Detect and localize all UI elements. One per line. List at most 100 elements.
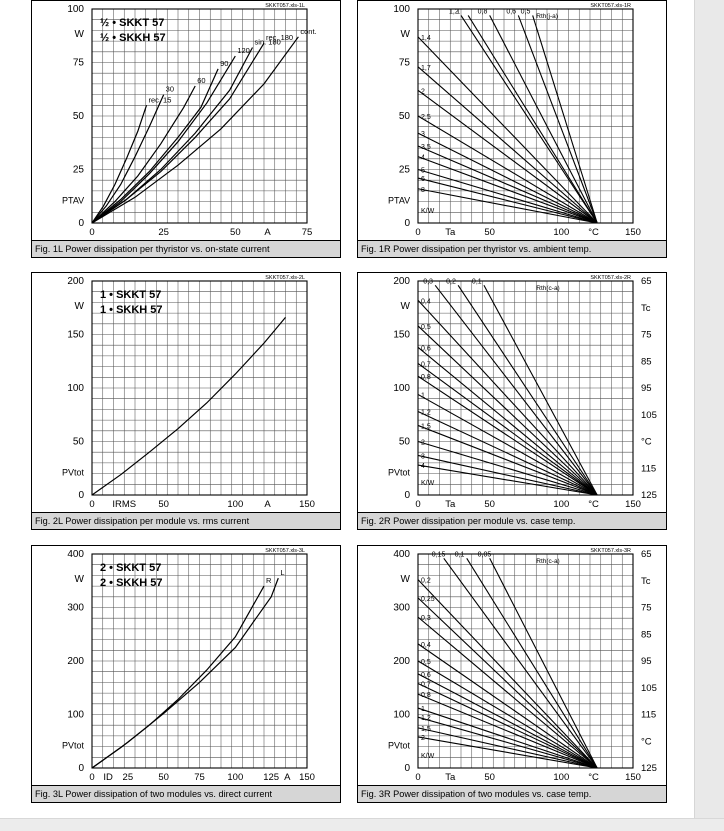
x-tick-label: A (284, 772, 291, 783)
resistance-line (483, 285, 598, 496)
resistance-title: Rth(c-a) (536, 285, 559, 292)
resistance-label: 2 (421, 735, 425, 742)
resistance-label: 0,6 (506, 8, 516, 15)
resistance-label: 0,1 (455, 551, 465, 558)
resistance-line (417, 454, 598, 496)
resistance-line (417, 325, 598, 496)
resistance-line (443, 557, 598, 769)
resistance-label: 0,5 (521, 8, 531, 15)
resistance-label: 0,6 (421, 672, 431, 679)
resistance-label: 1 (421, 392, 425, 399)
resistance-label: 3 (421, 131, 425, 138)
y-tick-label: 75 (399, 58, 411, 69)
resistance-label: 0,3 (423, 278, 433, 285)
resistance-line (417, 616, 598, 769)
resistance-line (417, 89, 598, 224)
resistance-line (417, 579, 598, 769)
resistance-label: 3 (421, 453, 425, 460)
resistance-label: 0,05 (478, 551, 492, 558)
x-tick-label: 50 (158, 499, 169, 510)
chart-code: SKKT057.xls-2L (265, 275, 305, 281)
resistance-label: 6 (421, 176, 425, 183)
series-line (91, 42, 265, 224)
y-axis-label: PVtot (388, 741, 411, 751)
legend-label: ½ • SKKH 57 (100, 32, 166, 44)
y-tick-label: 50 (399, 437, 411, 448)
y-tick-label: W (75, 574, 85, 585)
series-label: 120 (237, 46, 250, 55)
y2-tick-label: 75 (641, 330, 652, 341)
resistance-label: 0,4 (421, 642, 431, 649)
resistance-title: Rth(j-a) (536, 13, 558, 20)
legend-label: 1 • SKKT 57 (100, 289, 161, 301)
series-line (91, 105, 148, 224)
y2-tick-label: °C (641, 736, 652, 747)
x-tick-label: 0 (89, 499, 94, 510)
resistance-label: 2 (421, 440, 425, 447)
resistance-label: 0,3 (421, 615, 431, 622)
legend-label: 2 • SKKH 57 (100, 577, 163, 589)
y2-tick-label: 125 (641, 763, 657, 774)
x-tick-label: 100 (553, 499, 569, 510)
y-tick-label: 100 (393, 383, 410, 394)
resistance-line (417, 168, 598, 224)
resistance-label: 1,7 (421, 65, 431, 72)
x-tick-label: 0 (89, 227, 94, 238)
y2-tick-label: 125 (641, 490, 657, 501)
y-tick-label: 0 (78, 218, 84, 229)
y2-tick-label: Tc (641, 576, 651, 587)
legend-label: ½ • SKKT 57 (100, 17, 164, 29)
series-label: rec. 15 (148, 95, 171, 104)
x-tick-label: °C (588, 772, 599, 783)
resistance-label: 1,5 (421, 423, 431, 430)
y-tick-label: W (75, 29, 85, 40)
y-tick-label: 50 (73, 111, 85, 122)
y2-tick-label: 65 (641, 549, 652, 560)
x-tick-label: 0 (415, 227, 420, 238)
resistance-label: 1,5 (421, 726, 431, 733)
x-tick-label: 50 (484, 499, 495, 510)
y-tick-label: W (401, 301, 411, 312)
resistance-line (417, 362, 598, 496)
resistance-title: Rth(c-a) (536, 558, 559, 565)
resistance-line (460, 15, 598, 224)
y-tick-label: 150 (393, 330, 410, 341)
chart-panel-1L: SKKT057.xls-1L 0 25 50 75 W 100 PTAV 0 25 50 A 75 ½ •… (31, 0, 341, 258)
figure-caption: Fig. 2L Power dissipation per module vs.… (32, 512, 340, 529)
y-tick-label: 75 (73, 58, 85, 69)
unit-label: K/W (421, 208, 435, 215)
resistance-label: 1,2 (449, 8, 459, 15)
series-label: 90 (220, 59, 228, 68)
resistance-label: 0,8 (421, 374, 431, 381)
x-tick-label: A (264, 499, 271, 510)
resistance-label: 0,5 (421, 324, 431, 331)
y-tick-label: 200 (67, 656, 84, 667)
resistance-line (417, 660, 598, 769)
resistance-line (417, 66, 598, 224)
x-tick-label: 100 (227, 499, 243, 510)
resistance-label: 0,4 (421, 298, 431, 305)
figure-caption: Fig. 3R Power dissipation of two modules… (358, 785, 666, 802)
chart-code: SKKT057.xls-3R (590, 548, 631, 554)
y-tick-label: 400 (393, 549, 410, 560)
x-tick-label: 75 (302, 227, 313, 238)
chart-code: SKKT057.xls-3L (265, 548, 305, 554)
x-tick-label: 150 (299, 499, 315, 510)
resistance-label: 0,7 (421, 361, 431, 368)
resistance-line (417, 177, 598, 224)
series-line (91, 94, 165, 224)
y-tick-label: 100 (393, 710, 410, 721)
y-axis-label: PTAV (388, 196, 410, 206)
resistance-line (417, 36, 598, 224)
resistance-label: 0,25 (421, 596, 435, 603)
y-tick-label: 100 (393, 4, 410, 15)
y-tick-label: 300 (67, 603, 84, 614)
vertical-scrollbar[interactable] (694, 0, 724, 830)
resistance-label: 8 (421, 187, 425, 194)
resistance-line (417, 716, 598, 769)
series-label: 60 (197, 76, 205, 85)
x-tick-label: °C (588, 499, 599, 510)
x-tick-label: 25 (123, 772, 134, 783)
resistance-label: 4 (421, 155, 425, 162)
